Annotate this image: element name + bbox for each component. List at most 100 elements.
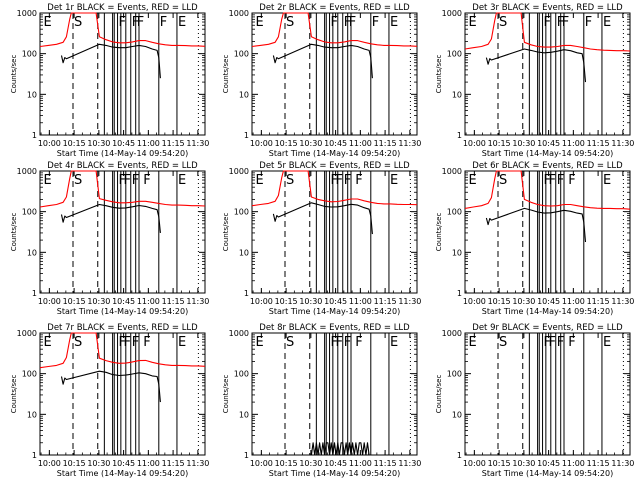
x-tick-label: 11:30 [398,297,421,306]
plot-frame [39,332,206,456]
x-tick-label: 10:30 [87,459,110,468]
panel-title: Det 2r BLACK = Events, RED = LLD [259,3,410,13]
x-tick-label: 11:15 [587,139,610,148]
panel-title: Det 9r BLACK = Events, RED = LLD [472,323,623,333]
x-axis-label: Start Time (14-May-14 09:54:20) [57,307,188,316]
y-tick-label: 10 [27,248,37,257]
x-tick-label: 11:15 [374,459,397,468]
marker-label-e: E [178,173,186,188]
y-tick-label: 1000 [442,9,462,18]
x-axis-label: Start Time (14-May-14 09:54:20) [57,469,188,478]
y-tick-label: 10 [239,248,249,257]
x-tick-label: 10:30 [87,139,110,148]
x-tick-label: 11:00 [562,297,585,306]
marker-label-f: F [344,173,351,188]
series-lld-line [39,12,206,48]
y-tick-label: 100 [447,50,462,59]
x-tick-label: 10:00 [250,459,273,468]
y-tick-label: 1 [244,289,249,298]
x-tick-label: 10:45 [324,459,347,468]
marker-label-f: F [344,335,351,350]
x-tick-label: 10:45 [324,139,347,148]
y-tick-label: 100 [447,208,462,217]
x-tick-label: 10:00 [250,139,273,148]
marker-label-f: F [143,335,150,350]
x-axis-label: Start Time (14-May-14 09:54:20) [269,149,400,158]
marker-label-f: F [344,15,351,30]
marker-label-e: E [255,15,263,30]
marker-label-f: F [160,15,167,30]
y-axis-label: Counts/sec [10,375,18,414]
marker-label-e: E [603,173,611,188]
x-tick-label: 10:15 [275,139,298,148]
x-tick-label: 10:00 [38,297,61,306]
y-tick-label: 100 [234,50,249,59]
y-tick-label: 100 [22,50,37,59]
marker-label-e: E [390,335,398,350]
plot-frame [464,12,631,136]
marker-label-f: F [336,173,343,188]
x-tick-label: 10:30 [299,459,322,468]
y-tick-label: 1 [244,451,249,460]
marker-label-s: S [74,173,82,188]
marker-label-f: F [544,15,551,30]
plot-frame [464,332,631,456]
y-tick-label: 1000 [229,167,249,176]
y-axis-label: Counts/sec [222,55,230,94]
marker-label-f: F [124,335,131,350]
marker-label-f: F [132,173,139,188]
marker-label-e: E [255,335,263,350]
x-tick-label: 10:30 [299,139,322,148]
marker-label-f: F [124,173,131,188]
y-axis-label: Counts/sec [10,55,18,94]
y-tick-label: 10 [239,410,249,419]
x-tick-label: 10:00 [250,297,273,306]
marker-label-f: F [355,335,362,350]
x-tick-label: 10:45 [537,297,560,306]
y-axis-label: Counts/sec [222,375,230,414]
marker-label-e: E [603,335,611,350]
marker-label-f: F [372,15,379,30]
x-tick-label: 11:30 [186,139,209,148]
x-tick-label: 11:30 [611,139,634,148]
marker-label-f: F [132,335,139,350]
marker-label-e: E [43,15,51,30]
plot-frame [251,12,418,136]
y-tick-label: 1000 [17,167,37,176]
panel-title: Det 8r BLACK = Events, RED = LLD [259,323,410,333]
x-tick-label: 11:00 [562,459,585,468]
y-axis-label: Counts/sec [435,375,443,414]
x-tick-label: 11:30 [186,297,209,306]
marker-label-f: F [355,173,362,188]
x-tick-label: 10:00 [463,139,486,148]
marker-label-f: F [549,173,556,188]
marker-label-s: S [499,173,507,188]
x-tick-label: 10:15 [275,459,298,468]
marker-label-f: F [331,335,338,350]
x-tick-label: 11:15 [374,139,397,148]
marker-label-e: E [468,335,476,350]
x-tick-label: 11:15 [162,459,185,468]
marker-label-s: S [499,15,507,30]
x-tick-label: 11:30 [611,459,634,468]
marker-label-f: F [137,15,144,30]
y-tick-label: 100 [22,208,37,217]
x-tick-label: 10:00 [463,459,486,468]
marker-label-f: F [143,173,150,188]
x-tick-label: 10:30 [512,297,535,306]
marker-label-e: E [390,15,398,30]
x-tick-label: 10:15 [275,297,298,306]
panel-title: Det 1r BLACK = Events, RED = LLD [47,3,198,13]
x-tick-label: 10:15 [488,139,511,148]
x-tick-label: 10:15 [63,459,86,468]
y-tick-label: 100 [234,208,249,217]
x-tick-label: 10:45 [537,139,560,148]
marker-label-e: E [468,15,476,30]
marker-label-f: F [544,173,551,188]
series-lld-line [39,170,206,208]
